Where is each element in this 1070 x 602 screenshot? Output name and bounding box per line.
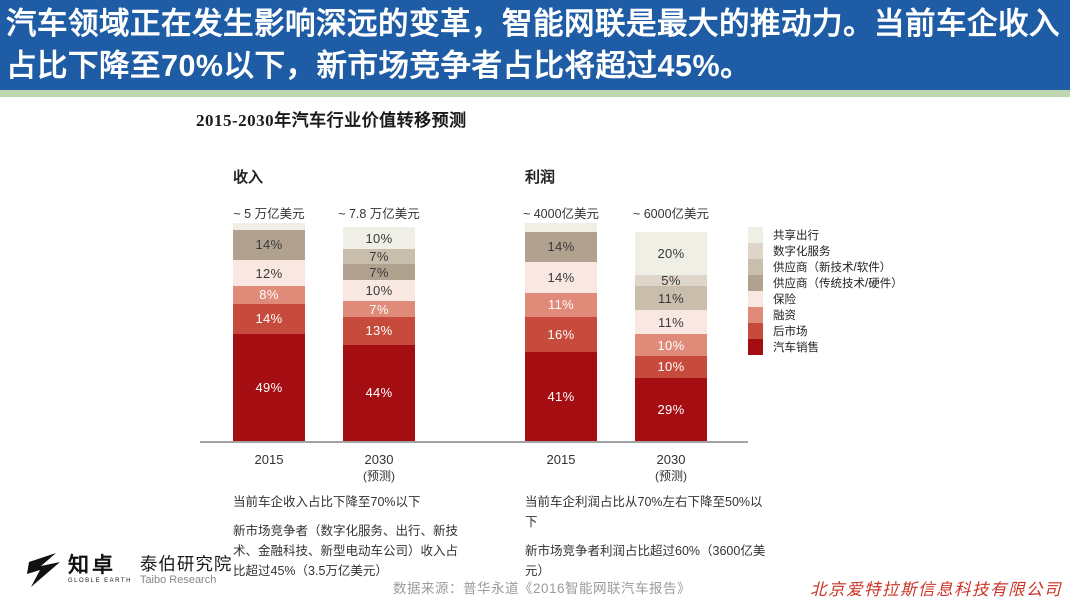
legend-item: 供应商（传统技术/硬件） <box>748 275 903 291</box>
note-revenue-1: 当前车企收入占比下降至70%以下 <box>233 495 421 509</box>
note-revenue-2: 新市场竞争者（数字化服务、出行、新技术、金融科技、新型电动车公司）收入占比超过4… <box>233 524 459 578</box>
bar-segment: 10% <box>635 355 707 378</box>
bar-segment: 11% <box>525 292 597 317</box>
stacked-bar: 20% 5% 11% 11% 10% 10% 29% <box>635 231 707 441</box>
bar-segment: 14% <box>525 262 597 293</box>
logo-brand-sub: GLOBLE EARTH <box>68 578 132 584</box>
legend-item: 保险 <box>748 291 796 307</box>
bar-total-label: ~ 5 万亿美元 <box>233 207 305 221</box>
bar-segment: 10% <box>343 279 415 302</box>
bar-segment: 10% <box>343 227 415 250</box>
x-axis-label: 2015 <box>546 452 576 467</box>
bar-segment: 11% <box>635 286 707 311</box>
logo-org-cn: 泰伯研究院 <box>139 553 233 574</box>
note-profit-2: 新市场竞争者利润占比超过60%（3600亿美元） <box>525 544 766 578</box>
legend-label: 数字化服务 <box>773 246 831 258</box>
bar-segment: 12% <box>233 260 305 287</box>
legend-label: 供应商（传统技术/硬件） <box>773 278 903 290</box>
company-watermark: 北京爱特拉斯信息科技有限公司 <box>810 580 1062 599</box>
stacked-bar: 14% 12% 8% 14% 49% <box>233 223 305 441</box>
bar-total-label: ~ 7.8 万亿美元 <box>338 207 420 221</box>
legend-label: 汽车销售 <box>773 342 819 354</box>
legend-label: 共享出行 <box>773 230 819 242</box>
headline-text: 汽车领域正在发生影响深远的变革，智能网联是最大的推动力。当前车企收入占比下降至7… <box>6 7 1060 83</box>
bar-segment: 7% <box>343 301 415 317</box>
legend-item: 汽车销售 <box>748 339 819 355</box>
bar-segment <box>525 223 597 232</box>
bar-segment: 14% <box>233 303 305 335</box>
logo-org-en: Taibo Research <box>139 573 217 586</box>
legend-swatch <box>748 307 763 323</box>
bar-segment: 10% <box>635 334 707 356</box>
headline-banner: 汽车领域正在发生影响深远的变革，智能网联是最大的推动力。当前车企收入占比下降至7… <box>0 0 1070 90</box>
legend-item: 后市场 <box>748 323 808 339</box>
bar-segment: 16% <box>525 316 597 352</box>
bar-segment: 11% <box>635 310 707 335</box>
legend-item: 数字化服务 <box>748 243 831 259</box>
bar-segment: 5% <box>635 273 707 288</box>
bar-segment <box>233 223 305 230</box>
bar-segment: 14% <box>233 229 305 261</box>
bar-segment: 20% <box>635 231 707 276</box>
legend-swatch <box>748 291 763 307</box>
legend-label: 保险 <box>773 294 796 306</box>
legend-item: 融资 <box>748 307 796 323</box>
legend-swatch <box>748 339 763 355</box>
legend-swatch <box>748 227 763 243</box>
legend-label: 后市场 <box>773 326 808 338</box>
bar-segment: 13% <box>343 316 415 346</box>
x-axis-label: 2030 (预测) <box>655 452 687 483</box>
stacked-bar: 14% 14% 11% 16% 41% <box>525 223 597 441</box>
x-axis-line <box>200 441 748 443</box>
legend-item: 共享出行 <box>748 227 819 243</box>
lightning-bolt-icon <box>27 553 60 587</box>
bar-total-label: ~ 4000亿美元 <box>522 207 600 221</box>
bar-total-label: ~ 6000亿美元 <box>632 207 710 221</box>
legend-swatch <box>748 323 763 339</box>
banner-accent-strip <box>0 90 1070 97</box>
note-profit-1: 当前车企利润占比从70%左右下降至50%以下 <box>525 495 763 529</box>
data-source-line: 数据来源：普华永道《2016智能网联汽车报告》 <box>393 581 692 596</box>
logo-brand-cn: 知卓 <box>68 554 116 577</box>
bar-segment: 8% <box>233 286 305 304</box>
legend-swatch <box>748 259 763 275</box>
x-axis-label: 2015 <box>254 452 284 467</box>
chart-title: 2015-2030年汽车行业价值转移预测 <box>196 111 467 130</box>
legend-label: 融资 <box>773 310 796 322</box>
bar-segment: 29% <box>635 377 707 441</box>
bar-segment: 44% <box>343 345 415 441</box>
publisher-logo: 知卓 GLOBLE EARTH 泰伯研究院 Taibo Research <box>26 552 232 588</box>
bar-segment: 41% <box>525 351 597 441</box>
x-axis-label: 2030 (预测) <box>363 452 395 483</box>
legend-label: 供应商（新技术/软件） <box>773 262 892 274</box>
stacked-bar: 10% 7% 7% 10% 7% 13% 44% <box>343 227 415 441</box>
legend-item: 供应商（新技术/软件） <box>748 259 891 275</box>
legend-swatch <box>748 275 763 291</box>
bar-segment: 14% <box>525 231 597 263</box>
group-label-profit: 利润 <box>525 169 556 186</box>
logo-brand-block: 知卓 GLOBLE EARTH <box>68 555 132 585</box>
bar-segment: 49% <box>233 334 305 441</box>
bar-segment: 7% <box>343 249 415 265</box>
legend-swatch <box>748 243 763 259</box>
bar-segment: 7% <box>343 264 415 280</box>
logo-org-block: 泰伯研究院 Taibo Research <box>132 554 233 587</box>
group-label-revenue: 收入 <box>233 169 264 186</box>
